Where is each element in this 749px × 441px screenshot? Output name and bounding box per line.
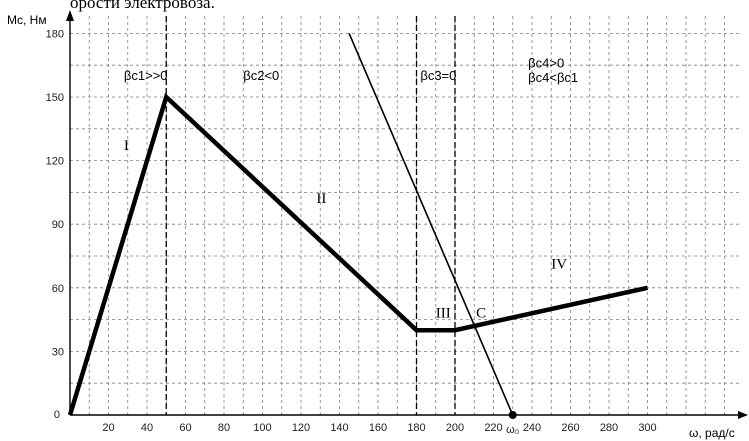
- x-tick-label: 200: [446, 422, 464, 434]
- region-label: III: [436, 305, 451, 321]
- y-tick-label: 120: [46, 156, 64, 168]
- x-tick-label: 120: [292, 422, 310, 434]
- x-axis-label: ω, рад/с: [689, 426, 735, 440]
- beta-label: βc3=0: [420, 68, 456, 83]
- x-tick-label: 160: [369, 422, 387, 434]
- x-tick-label: 60: [179, 422, 191, 434]
- x-tick-label: 300: [638, 422, 656, 434]
- y-tick-label: 180: [46, 28, 64, 40]
- beta-label: βc4<βc1: [528, 70, 578, 85]
- origin-label: 0: [54, 409, 60, 421]
- y-tick-label: 60: [52, 283, 64, 295]
- omega0-label: ω₀: [506, 424, 519, 436]
- series-main-characteristic: [67, 92, 648, 416]
- x-tick-label: 100: [253, 422, 271, 434]
- beta-label: βc1>>0: [124, 68, 168, 83]
- region-label: II: [316, 191, 326, 207]
- axes: Mc, Нм ω, рад/с: [7, 10, 748, 440]
- x-tick-label: 260: [561, 422, 579, 434]
- grid: [70, 16, 742, 415]
- beta-label: βc2<0: [243, 68, 279, 83]
- region-label: I: [124, 138, 129, 154]
- region-label: IV: [551, 257, 567, 273]
- x-axis-arrow: [738, 411, 748, 419]
- x-tick-label: 220: [484, 422, 502, 434]
- x-tick-label: 80: [218, 422, 230, 434]
- series: [67, 33, 648, 416]
- x-tick-label: 140: [330, 422, 348, 434]
- y-tick-label: 150: [46, 92, 64, 104]
- x-tick-label: 180: [407, 422, 425, 434]
- y-axis-label: Mc, Нм: [7, 13, 47, 27]
- x-tick-label: 280: [600, 422, 618, 434]
- y-axis-arrow: [66, 10, 74, 21]
- region-label: C: [476, 305, 486, 321]
- series-second-characteristic: [348, 33, 514, 416]
- title-fragment: орости электровоза.: [70, 0, 215, 12]
- x-tick-label: 240: [523, 422, 541, 434]
- x-tick-label: 20: [102, 422, 114, 434]
- beta-label: βc4>0: [528, 55, 564, 70]
- tick-labels: 20 40 60 80 100 120 140 160 180 200 220 240 260 280 30…: [46, 28, 657, 436]
- y-tick-label: 90: [52, 219, 64, 231]
- vertical-markers: [165, 16, 456, 415]
- x-tick-label: 40: [141, 422, 153, 434]
- y-tick-label: 30: [52, 346, 64, 358]
